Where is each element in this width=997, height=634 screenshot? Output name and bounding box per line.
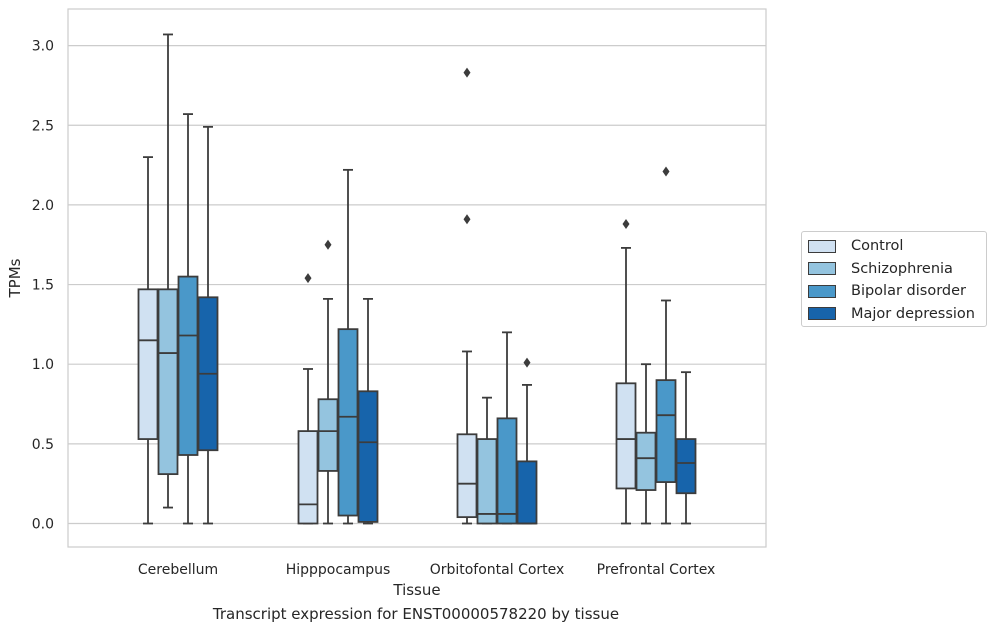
box-iqr: [317, 398, 339, 472]
y-tick-label-2-0: 2.0: [32, 198, 54, 214]
box-iqr: [177, 275, 199, 456]
x-tick-label-hipppocampus: Hipppocampus: [286, 562, 391, 578]
legend-item-major-depression: Major depression: [808, 303, 986, 326]
box-iqr: [456, 433, 478, 519]
plot-frame: [67, 8, 767, 548]
legend-item-bipolar-disorder: Bipolar disorder: [808, 280, 986, 303]
x-tick-label-orbitofontal-cortex: Orbitofontal Cortex: [430, 562, 565, 578]
box-iqr: [675, 438, 697, 495]
outlier-point: [304, 273, 312, 284]
boxes: [137, 33, 697, 525]
outlier-point: [463, 67, 471, 78]
box-prefrontal-cortex-bipolar-disorder: [655, 166, 677, 525]
box-iqr: [157, 288, 179, 476]
legend-swatch-control: [808, 239, 836, 253]
box-orbitofontal-cortex-major-depression: [516, 357, 538, 525]
figure-caption: Transcript expression for ENST0000057822…: [212, 605, 620, 623]
y-tick-label-1-5: 1.5: [32, 278, 54, 294]
y-tick-label-2-5: 2.5: [32, 118, 54, 134]
outlier-point: [463, 214, 471, 225]
box-iqr: [357, 390, 379, 523]
legend-swatch-bipolar-disorder: [808, 284, 836, 298]
box-cerebellum-schizophrenia: [157, 33, 179, 509]
y-tick-label-0-5: 0.5: [32, 437, 54, 453]
box-hipppocampus-schizophrenia: [317, 239, 339, 525]
legend-label-schizophrenia: Schizophrenia: [851, 260, 953, 277]
legend-item-control: Control: [808, 235, 986, 258]
box-cerebellum-bipolar-disorder: [177, 113, 199, 525]
y-tick-label-0-0: 0.0: [32, 517, 54, 533]
box-iqr: [137, 288, 159, 440]
x-axis-label: Tissue: [392, 581, 440, 599]
x-tick-label-cerebellum: Cerebellum: [138, 562, 218, 578]
box-iqr: [337, 328, 359, 517]
box-iqr: [496, 417, 518, 525]
box-prefrontal-cortex-schizophrenia: [635, 363, 657, 525]
box-iqr: [476, 438, 498, 525]
legend-label-bipolar-disorder: Bipolar disorder: [851, 283, 966, 300]
box-prefrontal-cortex-major-depression: [675, 371, 697, 525]
box-orbitofontal-cortex-bipolar-disorder: [496, 331, 518, 525]
box-hipppocampus-bipolar-disorder: [337, 168, 359, 525]
box-hipppocampus-major-depression: [357, 297, 379, 525]
box-cerebellum-control: [137, 156, 159, 525]
legend-label-control: Control: [851, 238, 904, 255]
y-axis-label: TPMs: [6, 258, 24, 298]
y-tick-labels: 0.0 0.5 1.0 1.5 2.0 2.5 3.0: [32, 39, 54, 533]
box-iqr: [297, 430, 319, 525]
box-cerebellum-major-depression: [197, 125, 219, 525]
legend: Control Schizophrenia Bipolar disorder M…: [801, 231, 987, 327]
outlier-point: [324, 239, 332, 250]
box-iqr: [516, 460, 538, 525]
legend-swatch-major-depression: [808, 307, 836, 321]
y-tick-label-3-0: 3.0: [32, 39, 54, 55]
box-orbitofontal-cortex-schizophrenia: [476, 396, 498, 525]
box-iqr: [635, 431, 657, 491]
x-tick-label-prefrontal-cortex: Prefrontal Cortex: [597, 562, 716, 578]
box-hipppocampus-control: [297, 273, 319, 525]
box-orbitofontal-cortex-control: [456, 67, 478, 525]
box-iqr: [655, 379, 677, 483]
x-tick-labels: Cerebellum Hipppocampus Orbitofontal Corte…: [138, 562, 715, 578]
box-prefrontal-cortex-control: [615, 219, 637, 525]
y-tick-label-1-0: 1.0: [32, 357, 54, 373]
box-iqr: [615, 382, 637, 490]
outlier-point: [523, 357, 531, 368]
legend-label-major-depression: Major depression: [851, 305, 975, 322]
outlier-point: [662, 166, 670, 177]
legend-item-schizophrenia: Schizophrenia: [808, 258, 986, 281]
outlier-point: [622, 219, 630, 230]
legend-swatch-schizophrenia: [808, 262, 836, 276]
